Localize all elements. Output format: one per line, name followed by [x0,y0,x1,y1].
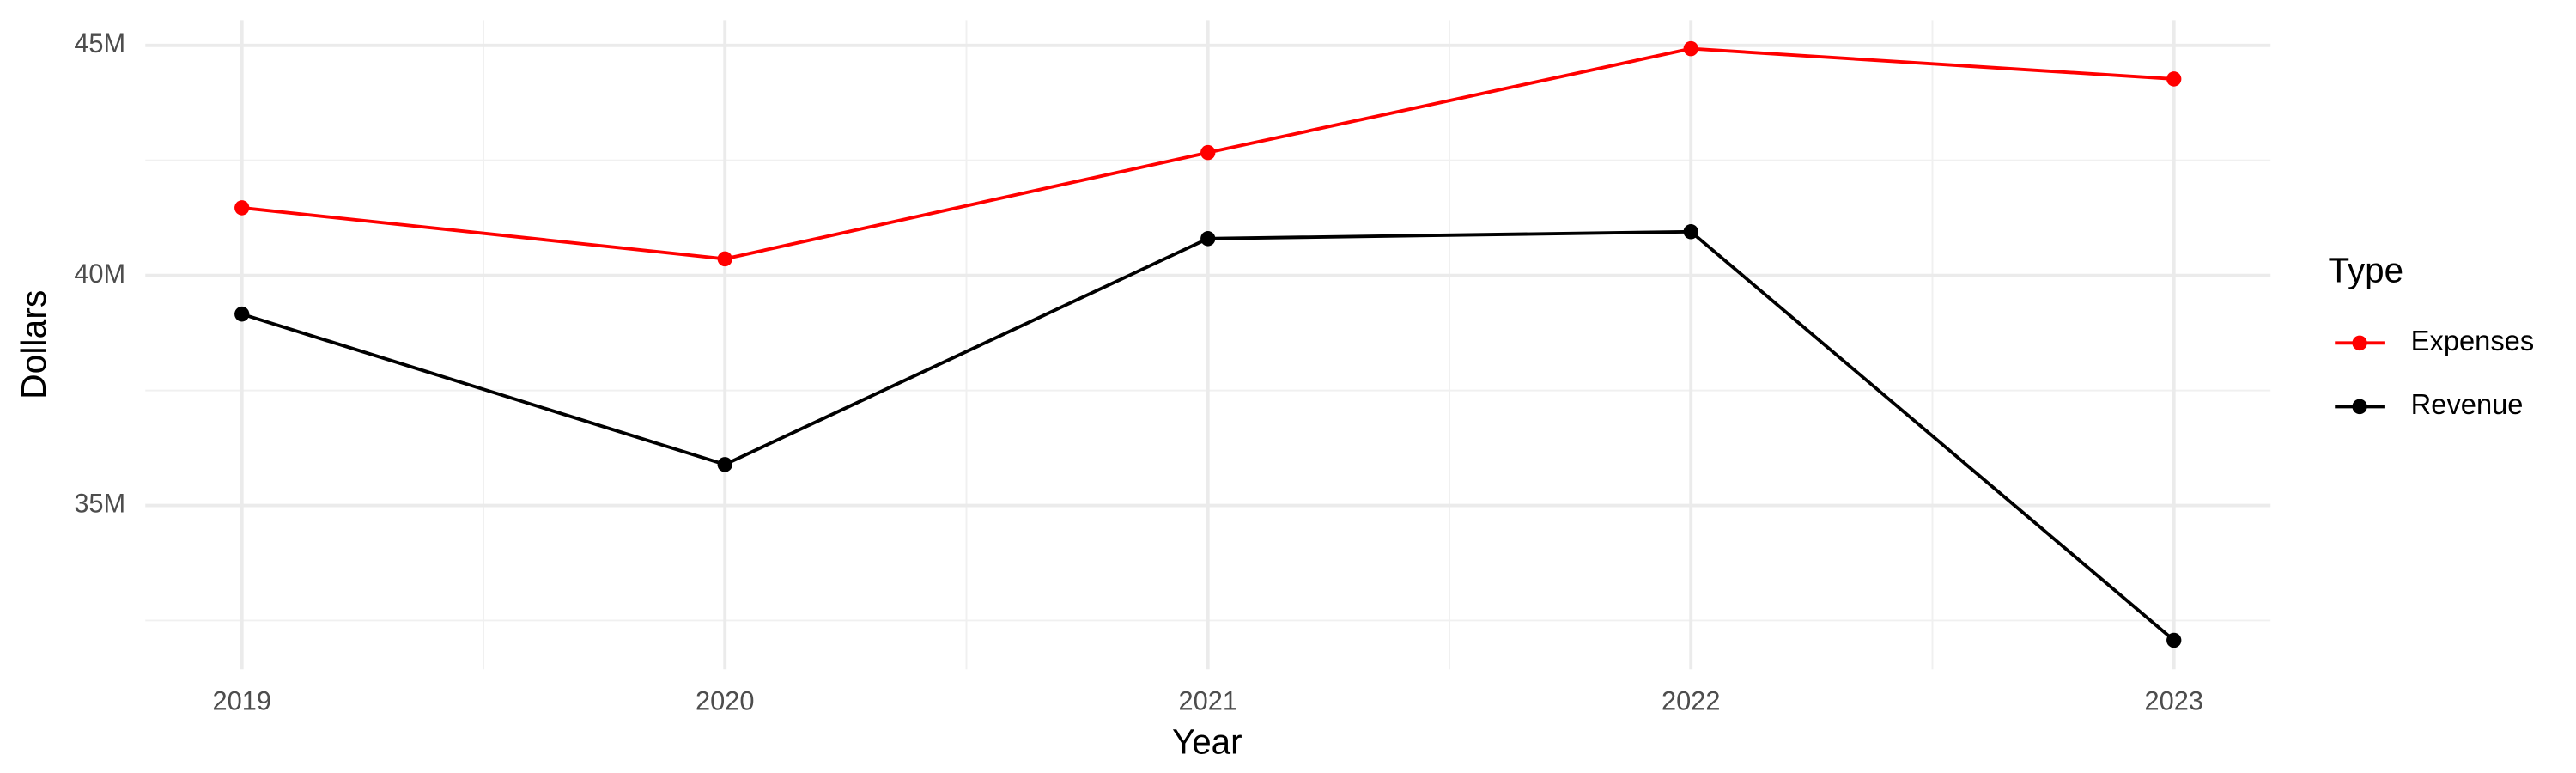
data-point [717,251,732,267]
x-tick-label: 2022 [1662,685,1720,715]
x-tick-label: 2021 [1179,685,1237,715]
x-tick-label: 2020 [696,685,754,715]
y-axis-title: Dollars [14,290,53,399]
data-point [717,457,732,472]
data-point [234,306,250,322]
data-point [1200,144,1216,161]
x-tick-label: 2019 [213,685,271,715]
y-tick-label: 40M [74,259,125,289]
data-point [1683,40,1698,57]
legend-swatch-point [2352,399,2367,415]
y-tick-label: 35M [74,489,125,519]
data-point [1200,231,1216,247]
legend-swatch-point [2352,335,2367,351]
data-point [2166,632,2182,648]
y-tick-label: 45M [74,28,125,58]
legend-title: Type [2329,250,2404,289]
data-point [234,200,250,216]
x-tick-label: 2023 [2145,685,2203,715]
legend-label: Revenue [2411,388,2524,420]
data-point [1683,224,1698,240]
x-axis-title: Year [1172,721,1242,761]
legend-label: Expenses [2411,325,2535,356]
data-point [2166,71,2182,87]
